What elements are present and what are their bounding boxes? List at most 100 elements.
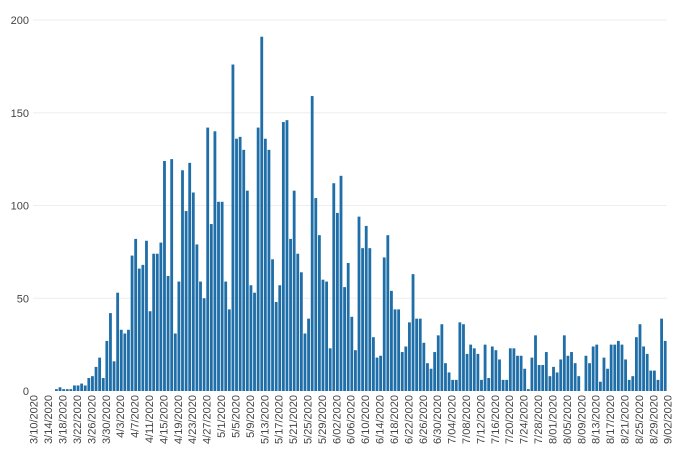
bar (534, 335, 537, 391)
bar (382, 257, 386, 391)
x-tick-label: 7/20/2020 (504, 395, 516, 444)
bar (209, 224, 213, 391)
bar (184, 211, 188, 391)
bar (278, 285, 282, 391)
bar (638, 324, 642, 391)
x-tick-label: 9/02/2020 (663, 395, 675, 444)
x-tick-label: 4/3/2020 (115, 395, 127, 438)
bar (375, 357, 379, 391)
bars (55, 36, 667, 392)
x-tick-label: 8/25/2020 (634, 395, 646, 444)
x-tick-label: 5/1/2020 (216, 395, 228, 438)
y-tick-label: 200 (11, 15, 29, 27)
x-tick-label: 8/21/2020 (619, 395, 631, 444)
bar (570, 352, 573, 391)
bar (127, 329, 130, 391)
x-tick-label: 5/9/2020 (245, 395, 257, 438)
bar (281, 122, 285, 391)
x-tick-label: 7/08/2020 (461, 395, 473, 444)
bar (588, 363, 591, 391)
bar (462, 324, 465, 391)
bar (335, 212, 339, 391)
x-tick-label: 8/29/2020 (648, 395, 660, 444)
bar (328, 348, 332, 391)
bar (498, 359, 501, 391)
x-tick-label: 6/02/2020 (331, 395, 343, 444)
bar (163, 160, 166, 391)
bar (562, 335, 566, 391)
bar (361, 248, 365, 391)
x-tick-label: 4/7/2020 (130, 395, 142, 438)
bar (217, 201, 220, 391)
bar (134, 238, 138, 391)
x-tick-label: 7/16/2020 (490, 395, 502, 444)
x-tick-label: 7/24/2020 (519, 395, 531, 444)
bar (285, 120, 289, 392)
bar (213, 131, 217, 392)
bar (487, 378, 491, 391)
x-tick-label: 3/22/2020 (72, 395, 84, 444)
x-tick-label: 5/25/2020 (302, 395, 314, 444)
bar (188, 162, 192, 391)
bar (206, 127, 210, 391)
x-tick-label: 6/18/2020 (389, 395, 401, 444)
bar (119, 329, 123, 391)
x-tick-label: 6/14/2020 (375, 395, 387, 444)
bar (404, 346, 408, 391)
bar (591, 346, 595, 391)
x-tick-label: 7/04/2020 (447, 395, 459, 444)
bar (501, 379, 505, 391)
bar (620, 344, 624, 392)
x-tick-label: 8/13/2020 (591, 395, 603, 444)
bar (317, 235, 321, 391)
bar (652, 370, 656, 391)
gridlines (33, 19, 667, 299)
bar (231, 64, 235, 392)
x-tick-label: 7/28/2020 (533, 395, 545, 444)
bar (303, 333, 307, 391)
bar (245, 190, 249, 391)
bar (141, 264, 145, 391)
bar (137, 268, 141, 391)
bar (368, 248, 372, 391)
x-tick-label: 6/06/2020 (346, 395, 358, 444)
bar (598, 381, 602, 391)
x-tick-label: 4/11/2020 (144, 395, 156, 443)
bar (408, 322, 411, 391)
x-tick-label: 3/10/2020 (29, 395, 41, 444)
bar (526, 389, 530, 391)
x-tick-label: 3/30/2020 (101, 395, 113, 444)
bar (55, 389, 58, 391)
bar (523, 368, 527, 391)
bar (631, 376, 635, 391)
bar (177, 281, 181, 391)
bar (469, 344, 473, 392)
bar (152, 253, 156, 391)
bar (490, 346, 494, 391)
bar (354, 350, 357, 391)
bar (429, 368, 433, 391)
bar (494, 350, 498, 391)
bar (372, 337, 375, 391)
x-tick-label: 5/29/2020 (317, 395, 329, 444)
bar (393, 309, 397, 391)
bar (253, 292, 256, 391)
bar (346, 263, 350, 391)
bar (451, 379, 455, 391)
y-tick-label: 0 (23, 386, 29, 398)
bar (616, 340, 620, 391)
y-axis-tick-labels: 0 50 100 150 200 (11, 15, 29, 398)
bar (227, 309, 231, 391)
bar (624, 359, 627, 391)
bar (426, 363, 429, 391)
bar (433, 352, 437, 391)
bar (58, 387, 62, 391)
bar (350, 316, 354, 391)
x-tick-label: 6/22/2020 (403, 395, 415, 444)
bar (69, 389, 73, 391)
bar (544, 352, 548, 391)
bar (274, 301, 278, 391)
bar (267, 149, 271, 391)
bar (299, 272, 303, 391)
bar (343, 287, 346, 391)
